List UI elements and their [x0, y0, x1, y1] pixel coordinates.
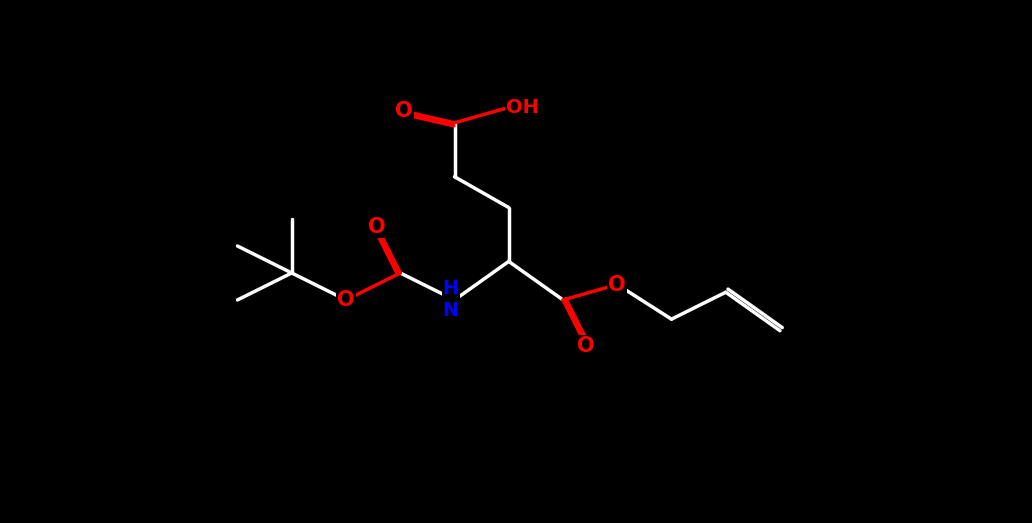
Text: H
N: H N: [443, 279, 459, 321]
Text: OH: OH: [507, 98, 539, 117]
Text: O: O: [368, 217, 386, 237]
Text: O: O: [395, 101, 413, 121]
Text: O: O: [578, 336, 595, 356]
Text: O: O: [609, 275, 626, 294]
Text: O: O: [337, 290, 355, 310]
